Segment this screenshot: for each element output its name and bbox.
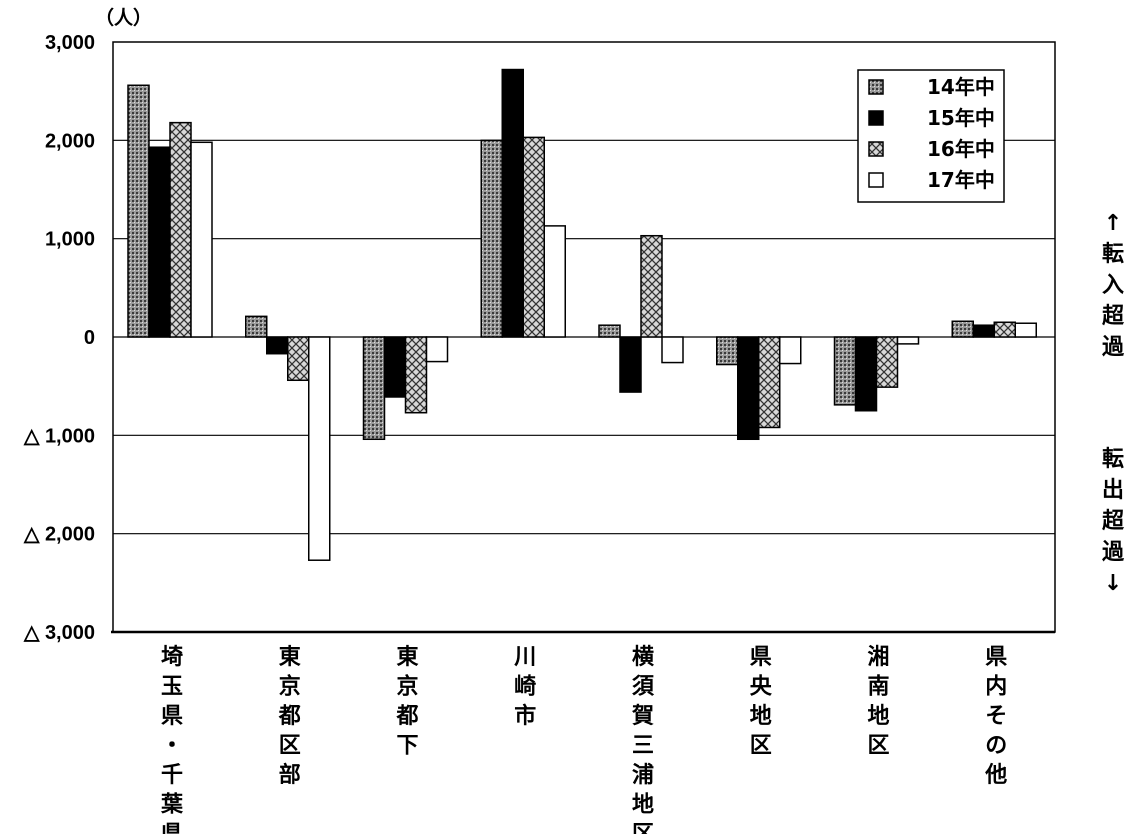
bar [266, 336, 289, 355]
bar [245, 315, 268, 338]
x-category-label: 東京都下 [395, 645, 418, 759]
bar [287, 336, 310, 382]
bar [127, 84, 150, 338]
bar [896, 336, 920, 345]
bar [875, 336, 899, 388]
axes [111, 41, 1056, 634]
bar [501, 68, 524, 338]
y-tick-label: 0 [84, 327, 95, 349]
bar [758, 336, 781, 429]
labels: 3,000 2,000 1,000 0 △ 1,000 △ 2,000 △ 3,000 （人）… [23, 6, 1125, 834]
legend: 14年中 15年中 16年中 17年中 [857, 69, 1005, 203]
bar [383, 336, 407, 398]
bar [425, 336, 449, 363]
bar [522, 136, 545, 338]
legend-swatch [868, 79, 884, 95]
y-unit-label: （人） [95, 6, 152, 29]
y-tick-label: 2,000 [45, 130, 95, 152]
bar [404, 336, 428, 414]
x-category-label: 埼玉県・千葉県 [160, 645, 184, 834]
legend-swatch [868, 110, 884, 126]
x-category-label: 横須賀三浦地区 [631, 645, 655, 834]
bar [598, 324, 621, 338]
bar [951, 320, 974, 338]
bar [619, 336, 642, 393]
bar [737, 336, 760, 441]
legend-label: 14年中 [927, 75, 995, 99]
y-tick-label: 3,000 [45, 32, 95, 54]
y-tick-label: 1,000 [45, 229, 95, 251]
x-category-label: 川崎市 [513, 645, 536, 729]
legend-swatch [868, 141, 884, 157]
bar [169, 121, 192, 338]
bar [190, 141, 213, 338]
x-category-label: 東京都区部 [278, 645, 301, 788]
y-tick-label: △ 2,000 [23, 524, 95, 546]
legend-swatch [868, 172, 884, 188]
bar [661, 336, 684, 364]
bar [640, 234, 663, 338]
bar [362, 336, 386, 441]
legend-label: 15年中 [927, 106, 995, 130]
bar [543, 225, 566, 338]
y-tick-label: △ 1,000 [23, 425, 95, 447]
bars [127, 68, 1037, 561]
side-label-lower: 転出超過↓ [1102, 446, 1125, 596]
side-label-upper: ↑転入超過 [1102, 211, 1125, 360]
y-tick-label: △ 3,000 [23, 622, 95, 644]
bar [854, 336, 878, 412]
legend-label: 17年中 [927, 168, 995, 192]
x-category-label: 湘南地区 [867, 645, 889, 759]
bar [1014, 322, 1037, 338]
bar [716, 336, 739, 366]
legend-label: 16年中 [927, 137, 995, 161]
bar [993, 321, 1016, 338]
bar [833, 336, 857, 406]
x-category-label: 県内その他 [984, 645, 1007, 788]
bar [308, 336, 331, 561]
bar [779, 336, 802, 365]
bar [972, 324, 995, 338]
bar [480, 139, 503, 338]
x-category-label: 県央地区 [750, 645, 773, 759]
bar [148, 146, 171, 338]
